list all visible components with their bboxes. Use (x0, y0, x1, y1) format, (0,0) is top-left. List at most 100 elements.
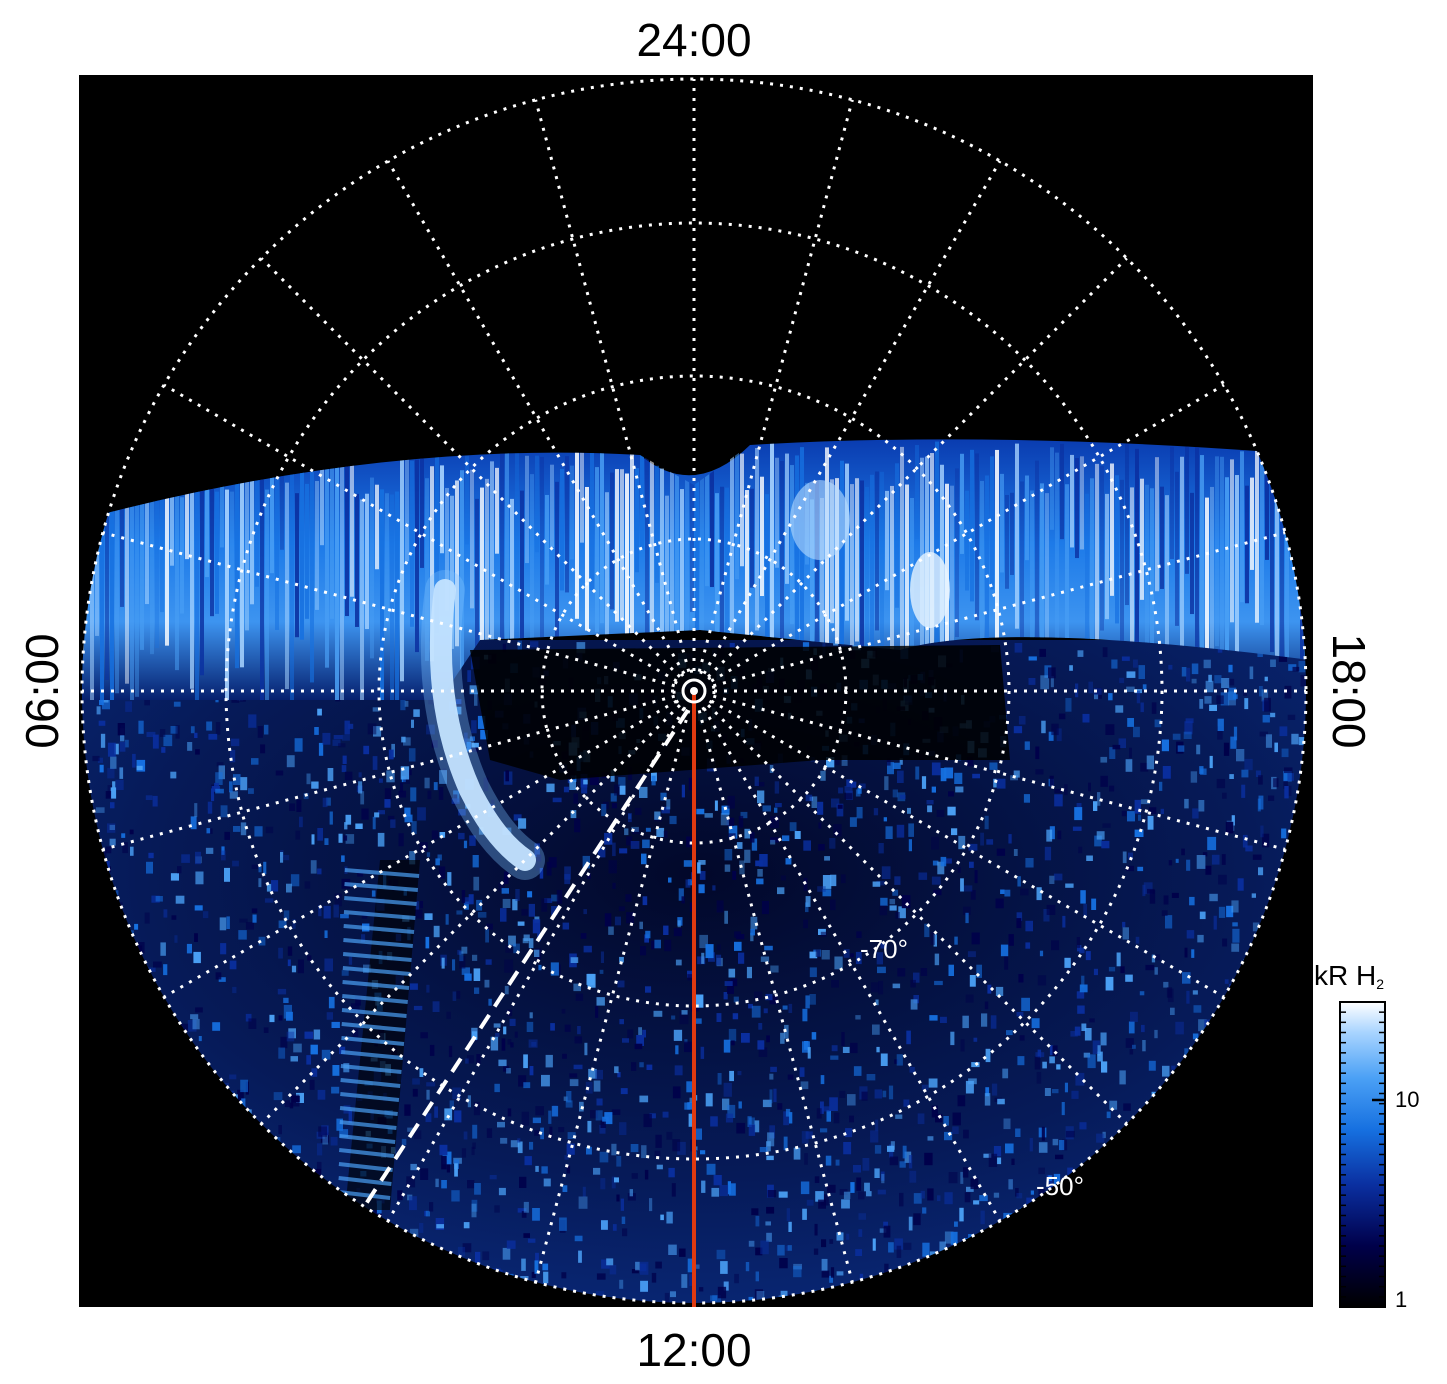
auroral-streak (580, 451, 584, 543)
noise-speckle (892, 762, 901, 769)
noise-speckle (520, 1276, 529, 1281)
noise-speckle (1017, 876, 1021, 887)
noise-speckle (257, 726, 263, 738)
noise-speckle (1025, 920, 1033, 932)
noise-speckle (896, 1245, 902, 1258)
noise-speckle (331, 1021, 340, 1028)
noise-speckle (280, 1036, 288, 1049)
colorbar-title: kR H2 (1314, 960, 1384, 992)
noise-speckle (307, 955, 312, 961)
auroral-streak (1130, 487, 1134, 700)
noise-speckle (527, 1238, 536, 1243)
noise-speckle (229, 960, 237, 970)
noise-speckle (334, 893, 342, 907)
noise-speckle (761, 900, 769, 915)
noise-speckle (843, 1191, 851, 1200)
noise-speckle (530, 641, 539, 648)
noise-speckle (643, 1113, 652, 1128)
noise-speckle (500, 1137, 508, 1144)
noise-speckle (97, 757, 103, 763)
noise-speckle (1000, 944, 1009, 957)
noise-speckle (464, 973, 472, 981)
auroral-streak (690, 462, 694, 612)
noise-speckle (441, 1155, 447, 1170)
noise-speckle (502, 898, 511, 908)
noise-speckle (736, 1122, 746, 1134)
striated-stripe (338, 1162, 393, 1172)
noise-speckle (517, 1141, 523, 1154)
noise-speckle (372, 816, 376, 830)
noise-speckle (818, 1199, 826, 1209)
noise-speckle (355, 823, 363, 829)
noise-speckle (636, 1035, 644, 1046)
noise-speckle (901, 895, 911, 909)
noise-speckle (618, 777, 626, 787)
noise-speckle (424, 777, 430, 789)
auroral-streak (575, 444, 579, 619)
auroral-streak (635, 468, 639, 573)
noise-speckle (948, 964, 954, 976)
noise-speckle (963, 885, 973, 892)
noise-speckle (1109, 747, 1116, 759)
auroral-streak (465, 455, 469, 545)
noise-speckle (506, 1068, 511, 1074)
noise-speckle (1059, 1140, 1065, 1151)
noise-speckle (438, 787, 444, 800)
noise-speckle (1287, 773, 1294, 781)
noise-speckle (1096, 831, 1105, 840)
striated-stripe (342, 980, 410, 990)
noise-speckle (397, 1190, 403, 1201)
noise-speckle (850, 1182, 855, 1193)
auroral-streak (460, 470, 464, 677)
auroral-streak (165, 468, 169, 646)
noise-speckle (755, 1247, 763, 1256)
noise-speckle (826, 1184, 836, 1193)
noise-speckle (1192, 1033, 1199, 1040)
noise-speckle (1111, 659, 1118, 669)
auroral-streak (170, 481, 174, 566)
noise-speckle (642, 1029, 646, 1038)
noise-speckle (1129, 1049, 1134, 1055)
noise-speckle (660, 792, 667, 801)
noise-speckle (1251, 893, 1256, 898)
noise-speckle (882, 1090, 887, 1098)
noise-speckle (447, 872, 452, 886)
noise-speckle (504, 959, 514, 973)
noise-speckle (843, 1142, 852, 1155)
auroral-streak (1015, 443, 1019, 629)
noise-speckle (1100, 775, 1108, 787)
noise-speckle (651, 1272, 657, 1283)
noise-speckle (995, 898, 1004, 909)
striated-stripe (342, 966, 411, 976)
noise-speckle (631, 1173, 638, 1179)
noise-speckle (372, 756, 378, 770)
striated-stripe (339, 1120, 397, 1130)
noise-speckle (802, 1008, 808, 1022)
noise-speckle (1252, 854, 1262, 860)
noise-speckle (1160, 808, 1164, 814)
auroral-streak (680, 489, 684, 652)
noise-speckle (928, 1078, 938, 1088)
auroral-streak (605, 492, 609, 638)
noise-speckle (95, 807, 105, 813)
noise-speckle (278, 920, 287, 929)
noise-speckle (1190, 771, 1198, 783)
noise-speckle (233, 826, 241, 832)
noise-speckle (940, 1016, 947, 1023)
auroral-streak (555, 481, 559, 700)
noise-speckle (215, 788, 224, 794)
auroral-streak (630, 447, 634, 635)
local-time-label-left: 06:00 (16, 633, 68, 748)
noise-speckle (748, 1296, 754, 1303)
noise-speckle (802, 642, 810, 651)
noise-speckle (908, 823, 914, 837)
auroral-streak (1240, 451, 1244, 603)
noise-speckle (498, 883, 505, 891)
noise-speckle (778, 1191, 788, 1198)
noise-speckle (716, 1013, 722, 1022)
auroral-streak (550, 464, 554, 548)
noise-speckle (472, 855, 479, 868)
noise-speckle (485, 959, 492, 965)
noise-speckle (1004, 889, 1011, 897)
auroral-streak (350, 441, 354, 597)
